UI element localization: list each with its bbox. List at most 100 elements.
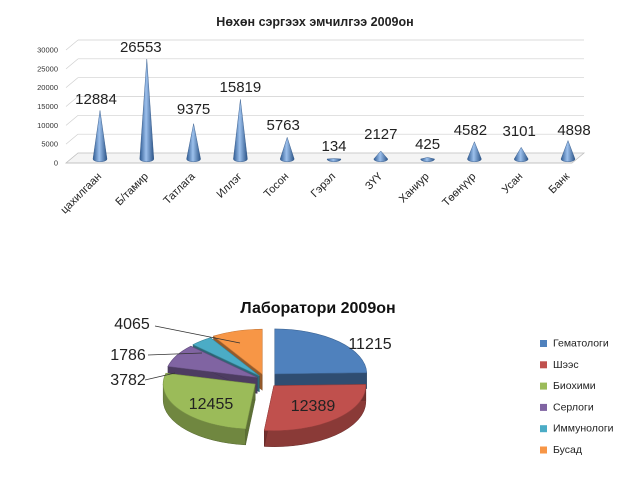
legend-item: Гематологи (540, 338, 609, 350)
pie-data-label: 3782 (110, 372, 146, 389)
bar-cone (373, 150, 389, 162)
pie-slice-2 (162, 372, 256, 446)
pie-leader-line (144, 372, 176, 381)
bar-data-label: 134 (321, 138, 346, 155)
bar-data-label: 5763 (267, 117, 300, 134)
pie-data-label: 1786 (110, 347, 146, 364)
pie-slice-top (162, 372, 256, 430)
bar-cone (467, 141, 482, 162)
legend-item: Биохими (540, 380, 596, 392)
gridline-diag (65, 77, 79, 88)
gridline-diag (65, 133, 79, 145)
bar-3 (233, 99, 248, 162)
bar-data-label: 9375 (177, 101, 210, 118)
bar-marks (92, 58, 576, 162)
y-tick-label: 0 (54, 159, 58, 168)
exploded-pie-chart: Лаборатори 2009он 11215 12389 12455 3782 178… (110, 300, 613, 456)
y-tick-label: 10000 (37, 121, 58, 130)
pie-chart-title: Лаборатори 2009он (240, 300, 395, 317)
x-tick-label: Гэрэл (309, 171, 338, 200)
legend-swatch (540, 425, 547, 433)
pie-legend: Гематологи Шээс Биохими Серлоги Иммунологи Бу… (540, 338, 614, 456)
bar-data-label: 4582 (454, 122, 487, 139)
bar-cone (279, 136, 295, 162)
x-tick-label: ЗҮҮ (363, 170, 385, 192)
legend-swatch (540, 340, 547, 347)
legend-swatch (540, 446, 547, 454)
bar-data-label: 15819 (220, 79, 262, 96)
x-tick-label: Усан (500, 171, 525, 196)
bar-8 (467, 141, 482, 162)
x-axis-tick-labels: цахилгаан Б/тамир Татлага Иллэг Тосон Гэрэл ЗҮ… (58, 170, 572, 216)
x-tick-label: Ханиур (397, 171, 432, 206)
pie-data-label: 12455 (189, 396, 234, 413)
legend-label: Иммунологи (553, 423, 614, 435)
legend-label: Гематологи (553, 338, 609, 350)
legend-label: Биохими (553, 380, 596, 392)
bar-data-label: 425 (415, 136, 440, 153)
x-tick-label: цахилгаан (58, 171, 104, 217)
x-tick-label: Төөнүүр (440, 171, 478, 209)
bar-data-label: 4898 (557, 122, 590, 139)
y-tick-label: 20000 (37, 83, 58, 92)
y-tick-label: 25000 (37, 64, 58, 73)
pie-leader-line (147, 352, 203, 356)
bar-4 (279, 136, 295, 162)
pie-slice-top (167, 345, 258, 378)
bar-cone (326, 158, 342, 162)
pie-slice-top (192, 337, 260, 377)
y-tick-label: 5000 (41, 140, 58, 149)
legend-item: Серлоги (540, 401, 594, 413)
legend-swatch (540, 382, 547, 390)
legend-swatch (540, 403, 547, 411)
gridline-diag (65, 96, 79, 107)
bar-cone (560, 139, 576, 162)
x-tick-label: Б/тамир (113, 171, 151, 209)
y-axis-tick-labels: 0 5000 10000 15000 20000 25000 30000 (37, 46, 58, 168)
gridline-diag (65, 58, 79, 70)
pie-leader-line (154, 325, 241, 344)
bar-1 (139, 58, 155, 162)
y-tick-label: 30000 (37, 46, 58, 55)
pie-slice-top (263, 384, 367, 432)
bar-cone (233, 99, 248, 162)
x-tick-label: Иллэг (215, 171, 245, 201)
x-tick-label: Татлага (161, 170, 198, 207)
gridlines (65, 39, 584, 145)
bar-cone (420, 157, 435, 162)
legend-item: Иммунологи (540, 423, 614, 435)
bar-cone (139, 58, 155, 162)
x-tick-label: Тосон (262, 171, 292, 201)
bar-5 (326, 158, 342, 162)
bar-0 (92, 110, 108, 162)
bar-10 (560, 139, 576, 162)
x-tick-label: Банк (546, 171, 572, 197)
gridline-diag (65, 115, 79, 126)
bar-cone (513, 146, 529, 162)
legend-item: Бусад (540, 444, 582, 456)
pie-data-labels: 11215 12389 12455 3782 1786 4065 (110, 316, 392, 415)
bar-2 (186, 123, 201, 162)
bar-data-label: 26553 (120, 39, 162, 56)
bar-cone (92, 110, 108, 162)
pie-slice-1 (263, 384, 367, 447)
legend-swatch (540, 361, 547, 369)
bar-7 (420, 157, 435, 162)
bar-chart-title: Нөхөн сэргээх эмчилгээ 2009он (216, 15, 413, 29)
bar-data-label: 3101 (503, 123, 536, 140)
legend-label: Серлоги (553, 401, 594, 413)
bar-6 (373, 150, 389, 162)
pie-data-label: 12389 (291, 398, 336, 415)
bar-cone (186, 123, 201, 162)
bar-data-labels: 12884 26553 9375 15819 5763 134 2127 425 4582 310… (75, 39, 591, 155)
pie-data-label: 4065 (114, 316, 150, 333)
legend-item: Шээс (540, 359, 579, 371)
bar-data-label: 12884 (75, 91, 117, 108)
pie-slice-top (274, 328, 368, 375)
bar-9 (513, 146, 529, 162)
bar-data-label: 2127 (364, 126, 397, 143)
y-tick-label: 15000 (37, 102, 58, 111)
legend-label: Шээс (553, 359, 579, 371)
legend-label: Бусад (553, 444, 582, 456)
